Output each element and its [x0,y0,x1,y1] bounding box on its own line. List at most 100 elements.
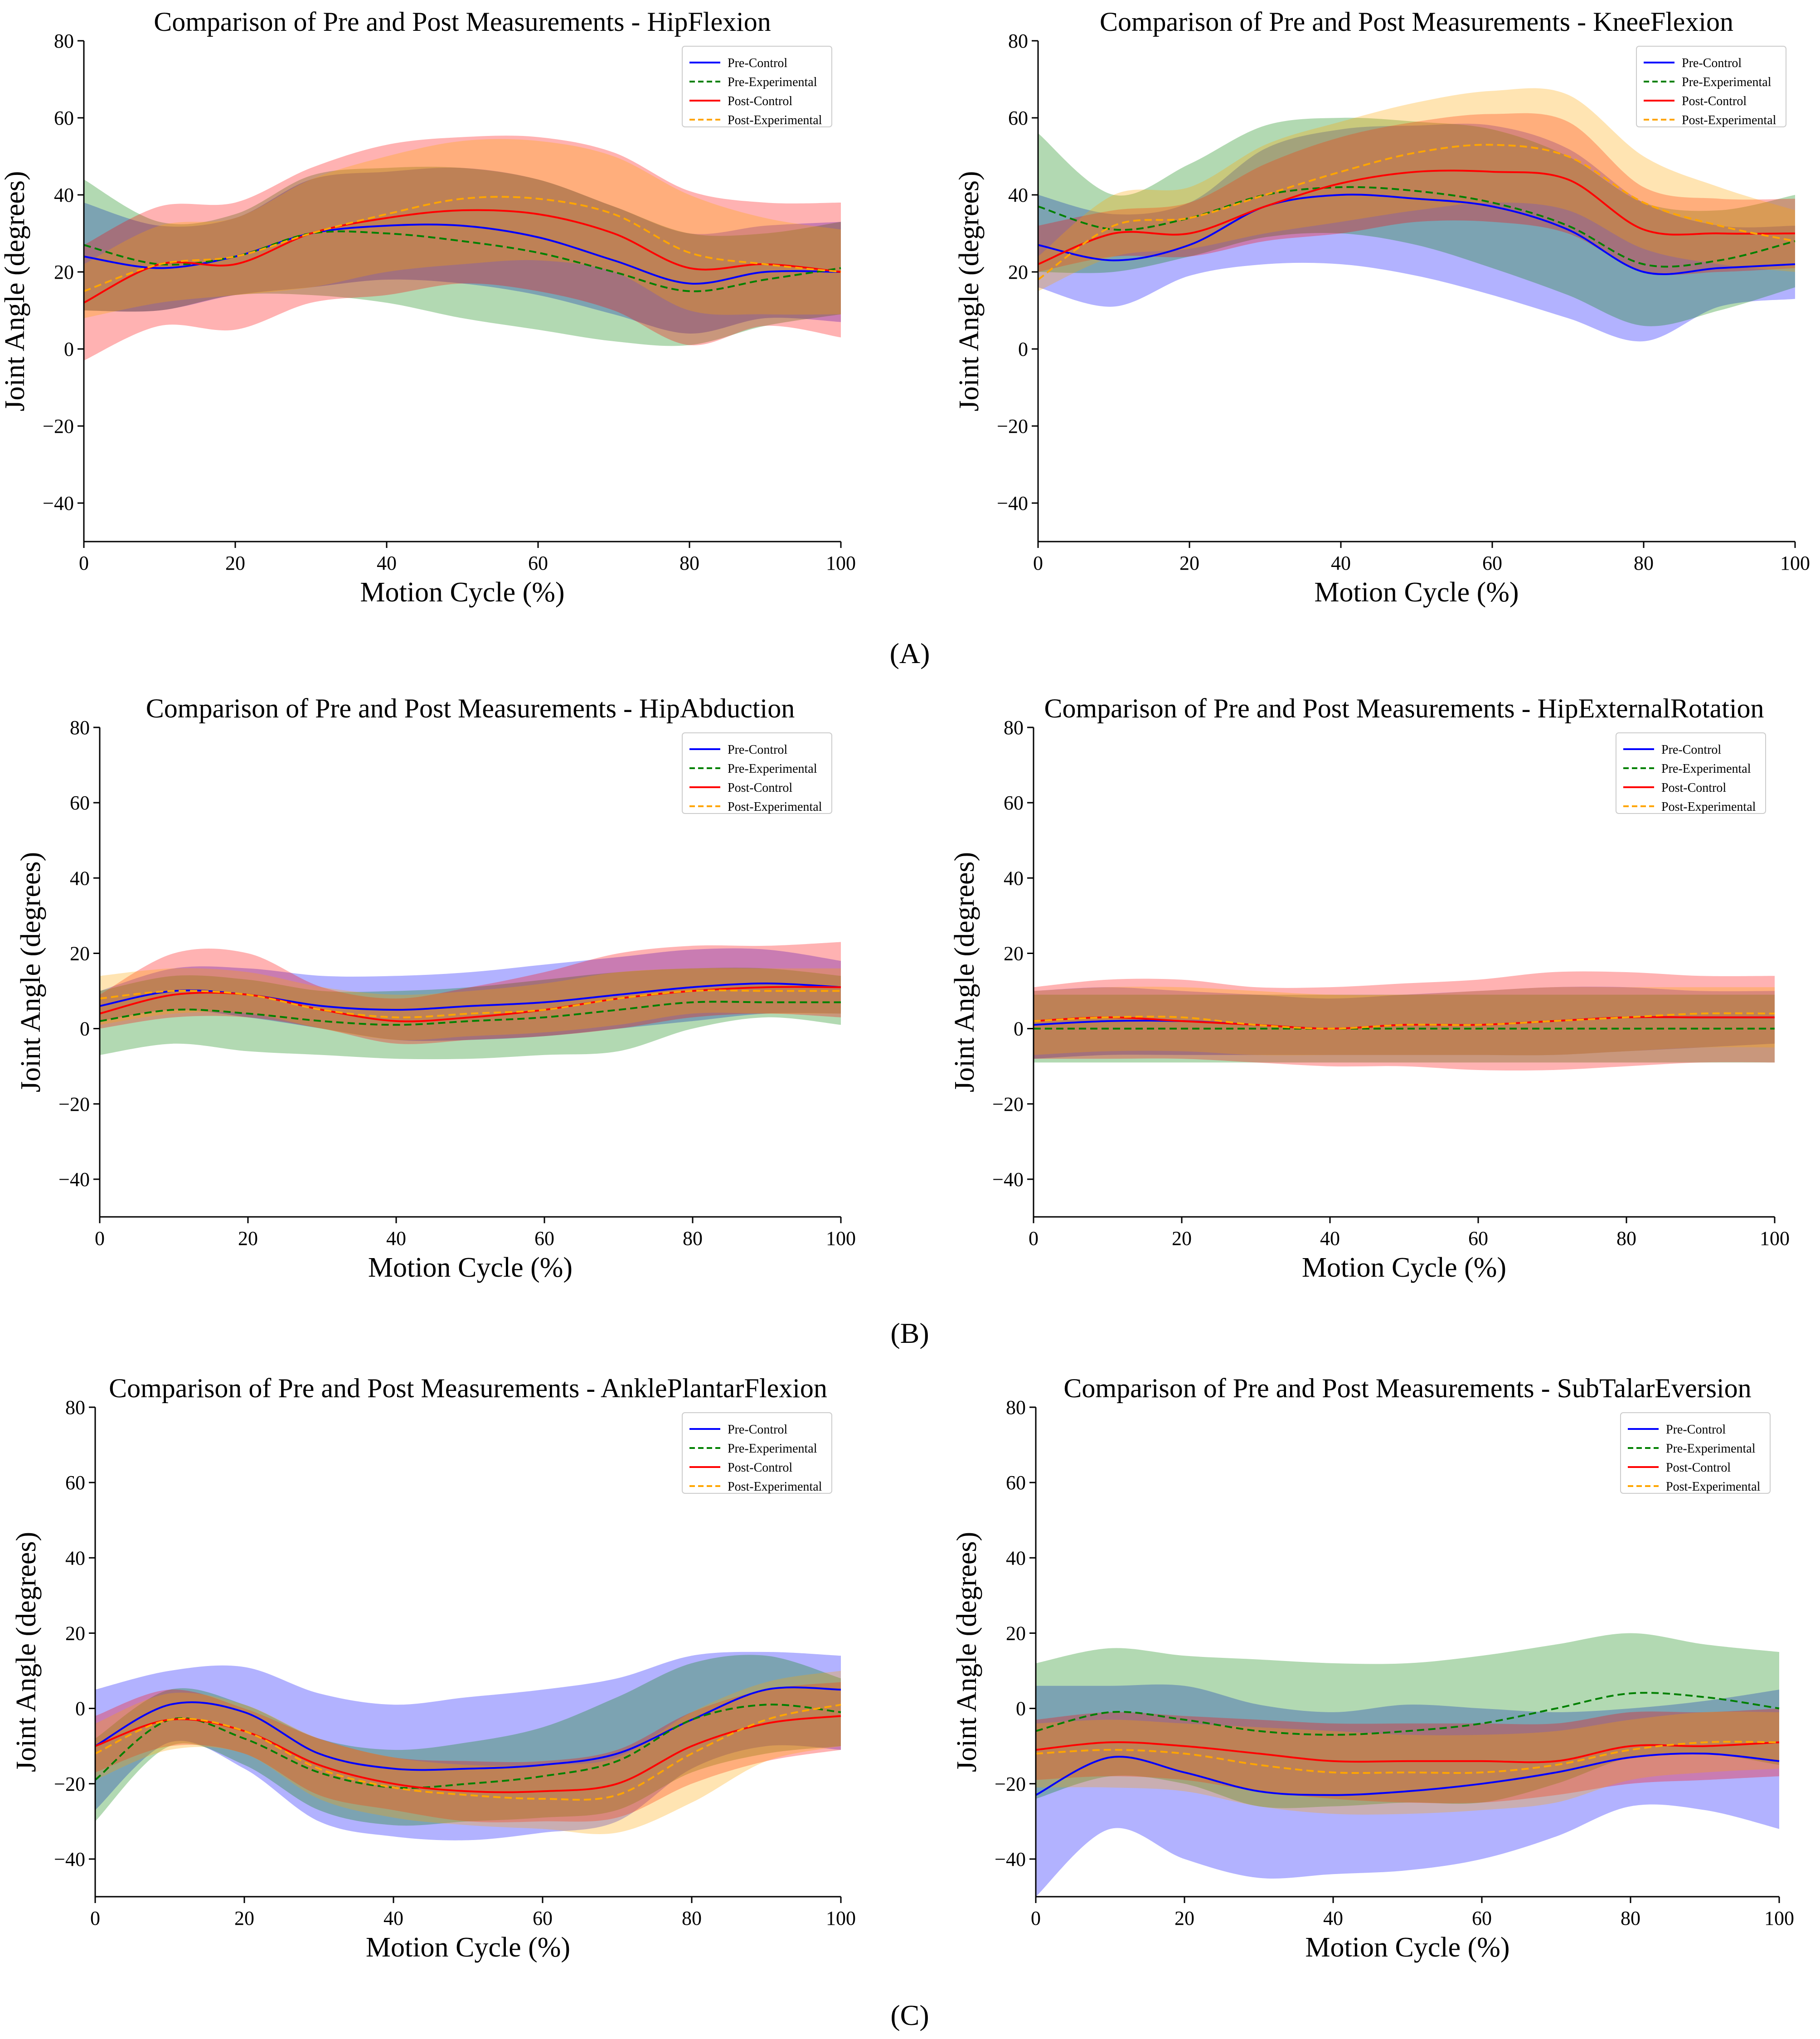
line-pre-control [1038,194,1796,276]
x-tick-label: 40 [386,1227,406,1250]
legend-box [1636,46,1786,127]
x-tick-label: 40 [1323,1907,1343,1929]
line-pre-experimental [94,1703,841,1789]
y-axis-label: Joint Angle (degrees) [0,171,30,411]
x-tick-label: 100 [826,1227,856,1250]
chart-title: Comparison of Pre and Post Measurements … [1044,693,1764,723]
y-tick-label: 60 [1006,1472,1026,1494]
y-tick-label: 80 [70,717,90,739]
x-axis-label: Motion Cycle (%) [1305,1932,1509,1963]
legend-label-pre-control: Pre-Control [1682,56,1742,70]
x-tick-label: 40 [1320,1227,1340,1250]
y-tick-label: 0 [80,1018,90,1040]
legend-label-post-control: Post-Control [728,1461,792,1475]
x-tick-label: 40 [383,1907,403,1929]
chart-title: Comparison of Pre and Post Measurements … [1063,1373,1751,1403]
legend-box [682,732,832,814]
y-tick-label: −40 [997,492,1028,514]
legend-label-post-control: Post-Control [1682,94,1747,108]
legend-label-post-experimental: Post-Experimental [728,113,822,127]
legend-label-pre-control: Pre-Control [1661,743,1721,757]
x-tick-label: 0 [1031,1907,1041,1929]
band-post-control [1038,113,1795,275]
legend-box [1620,1412,1771,1494]
legend-label-pre-experimental: Pre-Experimental [1682,75,1771,89]
line-post-control [83,209,841,304]
line-post-control [1035,1741,1780,1763]
x-tick-label: 0 [1033,552,1043,574]
chart-title: Comparison of Pre and Post Measurements … [146,693,795,723]
y-tick-label: 60 [1008,107,1028,129]
y-tick-label: 80 [1004,717,1024,739]
chart-6: 0 20 40 60 80 100 −40 −20 0 20 40 60 80 Comparison of… [951,1373,1794,1963]
y-tick-label: −40 [58,1168,90,1191]
y-axis-label: Joint Angle (degrees) [954,171,985,411]
y-tick-label: −20 [995,1773,1026,1795]
legend: Pre-Control Pre-Experimental Post-Control P… [682,732,832,814]
legend-label-pre-control: Pre-Control [1666,1423,1726,1437]
legend-box [1616,732,1766,814]
band-post-control [100,942,841,1044]
legend-label-post-control: Post-Control [728,781,792,795]
y-tick-label: −40 [995,1848,1026,1870]
band-post-experimental [100,968,841,1041]
y-axis-label: Joint Angle (degrees) [951,1532,982,1772]
x-tick-label: 60 [528,552,548,574]
x-tick-label: 80 [683,1227,703,1250]
y-tick-label: 20 [70,942,90,964]
y-tick-label: −40 [43,492,74,514]
y-tick-label: −20 [54,1773,85,1795]
band-pre-control [1034,987,1775,1059]
legend-label-post-experimental: Post-Experimental [1661,800,1756,814]
x-tick-label: 80 [679,552,699,574]
line-pre-experimental [83,230,841,292]
line-post-experimental [1037,144,1796,281]
y-tick-label: 0 [1018,338,1028,360]
band-post-experimental [1038,88,1795,291]
band-pre-experimental [1038,117,1795,326]
x-tick-label: 40 [1331,552,1351,574]
y-tick-label: 40 [1006,1547,1026,1569]
line-post-control [1033,1016,1775,1030]
y-axis-label: Joint Angle (degrees) [11,1532,42,1772]
x-axis-label: Motion Cycle (%) [1314,577,1519,608]
legend-label-pre-experimental: Pre-Experimental [1661,762,1751,776]
charts-layer: 0 20 40 60 80 100 −40 −20 0 20 40 60 80 Comparison of… [0,7,1810,1963]
x-tick-label: 0 [90,1907,100,1929]
line-pre-experimental [1035,1692,1780,1736]
y-tick-label: 0 [1014,1018,1024,1040]
legend-label-post-control: Post-Control [1661,781,1726,795]
legend-label-pre-experimental: Pre-Experimental [728,1442,817,1456]
chart-title: Comparison of Pre and Post Measurements … [109,1373,827,1403]
chart-1: 0 20 40 60 80 100 −40 −20 0 20 40 60 80 Comparison of… [0,7,856,608]
line-post-control [95,1715,841,1793]
x-tick-label: 20 [1179,552,1199,574]
legend-label-pre-control: Pre-Control [728,56,787,70]
y-tick-label: 40 [1008,184,1028,206]
y-tick-label: 40 [65,1547,85,1569]
x-tick-label: 80 [1616,1227,1636,1250]
band-post-experimental [95,1671,841,1834]
line-post-experimental [95,1704,841,1801]
legend-label-post-control: Post-Control [728,94,792,108]
line-post-control [99,986,841,1022]
x-tick-label: 0 [95,1227,105,1250]
x-tick-label: 100 [826,552,856,574]
x-axis-label: Motion Cycle (%) [1302,1252,1506,1283]
y-axis-label: Joint Angle (degrees) [15,852,46,1092]
y-tick-label: 20 [65,1622,85,1644]
x-axis-label: Motion Cycle (%) [360,577,564,608]
x-tick-label: 80 [682,1907,702,1929]
legend-label-post-control: Post-Control [1666,1461,1731,1475]
x-tick-label: 80 [1634,552,1654,574]
line-pre-control [1035,1752,1780,1796]
y-tick-label: 60 [54,107,74,129]
band-post-control [95,1682,841,1823]
band-pre-control [84,167,841,334]
line-pre-control [95,1686,841,1771]
y-tick-label: −20 [58,1093,90,1115]
x-tick-label: 40 [377,552,397,574]
x-tick-label: 100 [1760,1227,1790,1250]
band-post-control [1034,971,1775,1071]
chart-title: Comparison of Pre and Post Measurements … [1100,7,1733,37]
